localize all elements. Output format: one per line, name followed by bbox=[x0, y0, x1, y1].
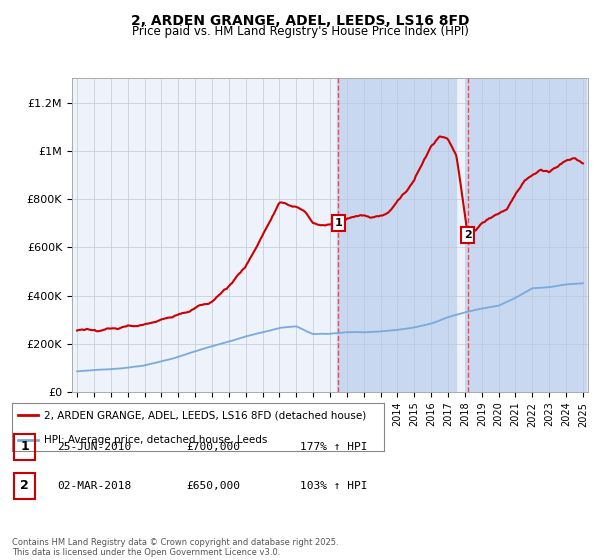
Text: Price paid vs. HM Land Registry's House Price Index (HPI): Price paid vs. HM Land Registry's House … bbox=[131, 25, 469, 38]
Text: 02-MAR-2018: 02-MAR-2018 bbox=[57, 481, 131, 491]
Text: 103% ↑ HPI: 103% ↑ HPI bbox=[300, 481, 367, 491]
Text: 2: 2 bbox=[20, 479, 29, 492]
Text: Contains HM Land Registry data © Crown copyright and database right 2025.
This d: Contains HM Land Registry data © Crown c… bbox=[12, 538, 338, 557]
Text: 1: 1 bbox=[20, 440, 29, 453]
Text: 1: 1 bbox=[335, 218, 343, 228]
Text: 2: 2 bbox=[464, 230, 472, 240]
Bar bbox=[14, 433, 35, 460]
Text: HPI: Average price, detached house, Leeds: HPI: Average price, detached house, Leed… bbox=[44, 435, 267, 445]
Text: 177% ↑ HPI: 177% ↑ HPI bbox=[300, 442, 367, 451]
Text: 25-JUN-2010: 25-JUN-2010 bbox=[57, 442, 131, 451]
Text: £700,000: £700,000 bbox=[186, 442, 240, 451]
Bar bbox=[337, 78, 457, 392]
Text: 2, ARDEN GRANGE, ADEL, LEEDS, LS16 8FD (detached house): 2, ARDEN GRANGE, ADEL, LEEDS, LS16 8FD (… bbox=[44, 410, 366, 420]
Bar bbox=[466, 78, 586, 392]
Text: £650,000: £650,000 bbox=[186, 481, 240, 491]
Bar bbox=[14, 473, 35, 499]
Text: 2, ARDEN GRANGE, ADEL, LEEDS, LS16 8FD: 2, ARDEN GRANGE, ADEL, LEEDS, LS16 8FD bbox=[131, 14, 469, 28]
